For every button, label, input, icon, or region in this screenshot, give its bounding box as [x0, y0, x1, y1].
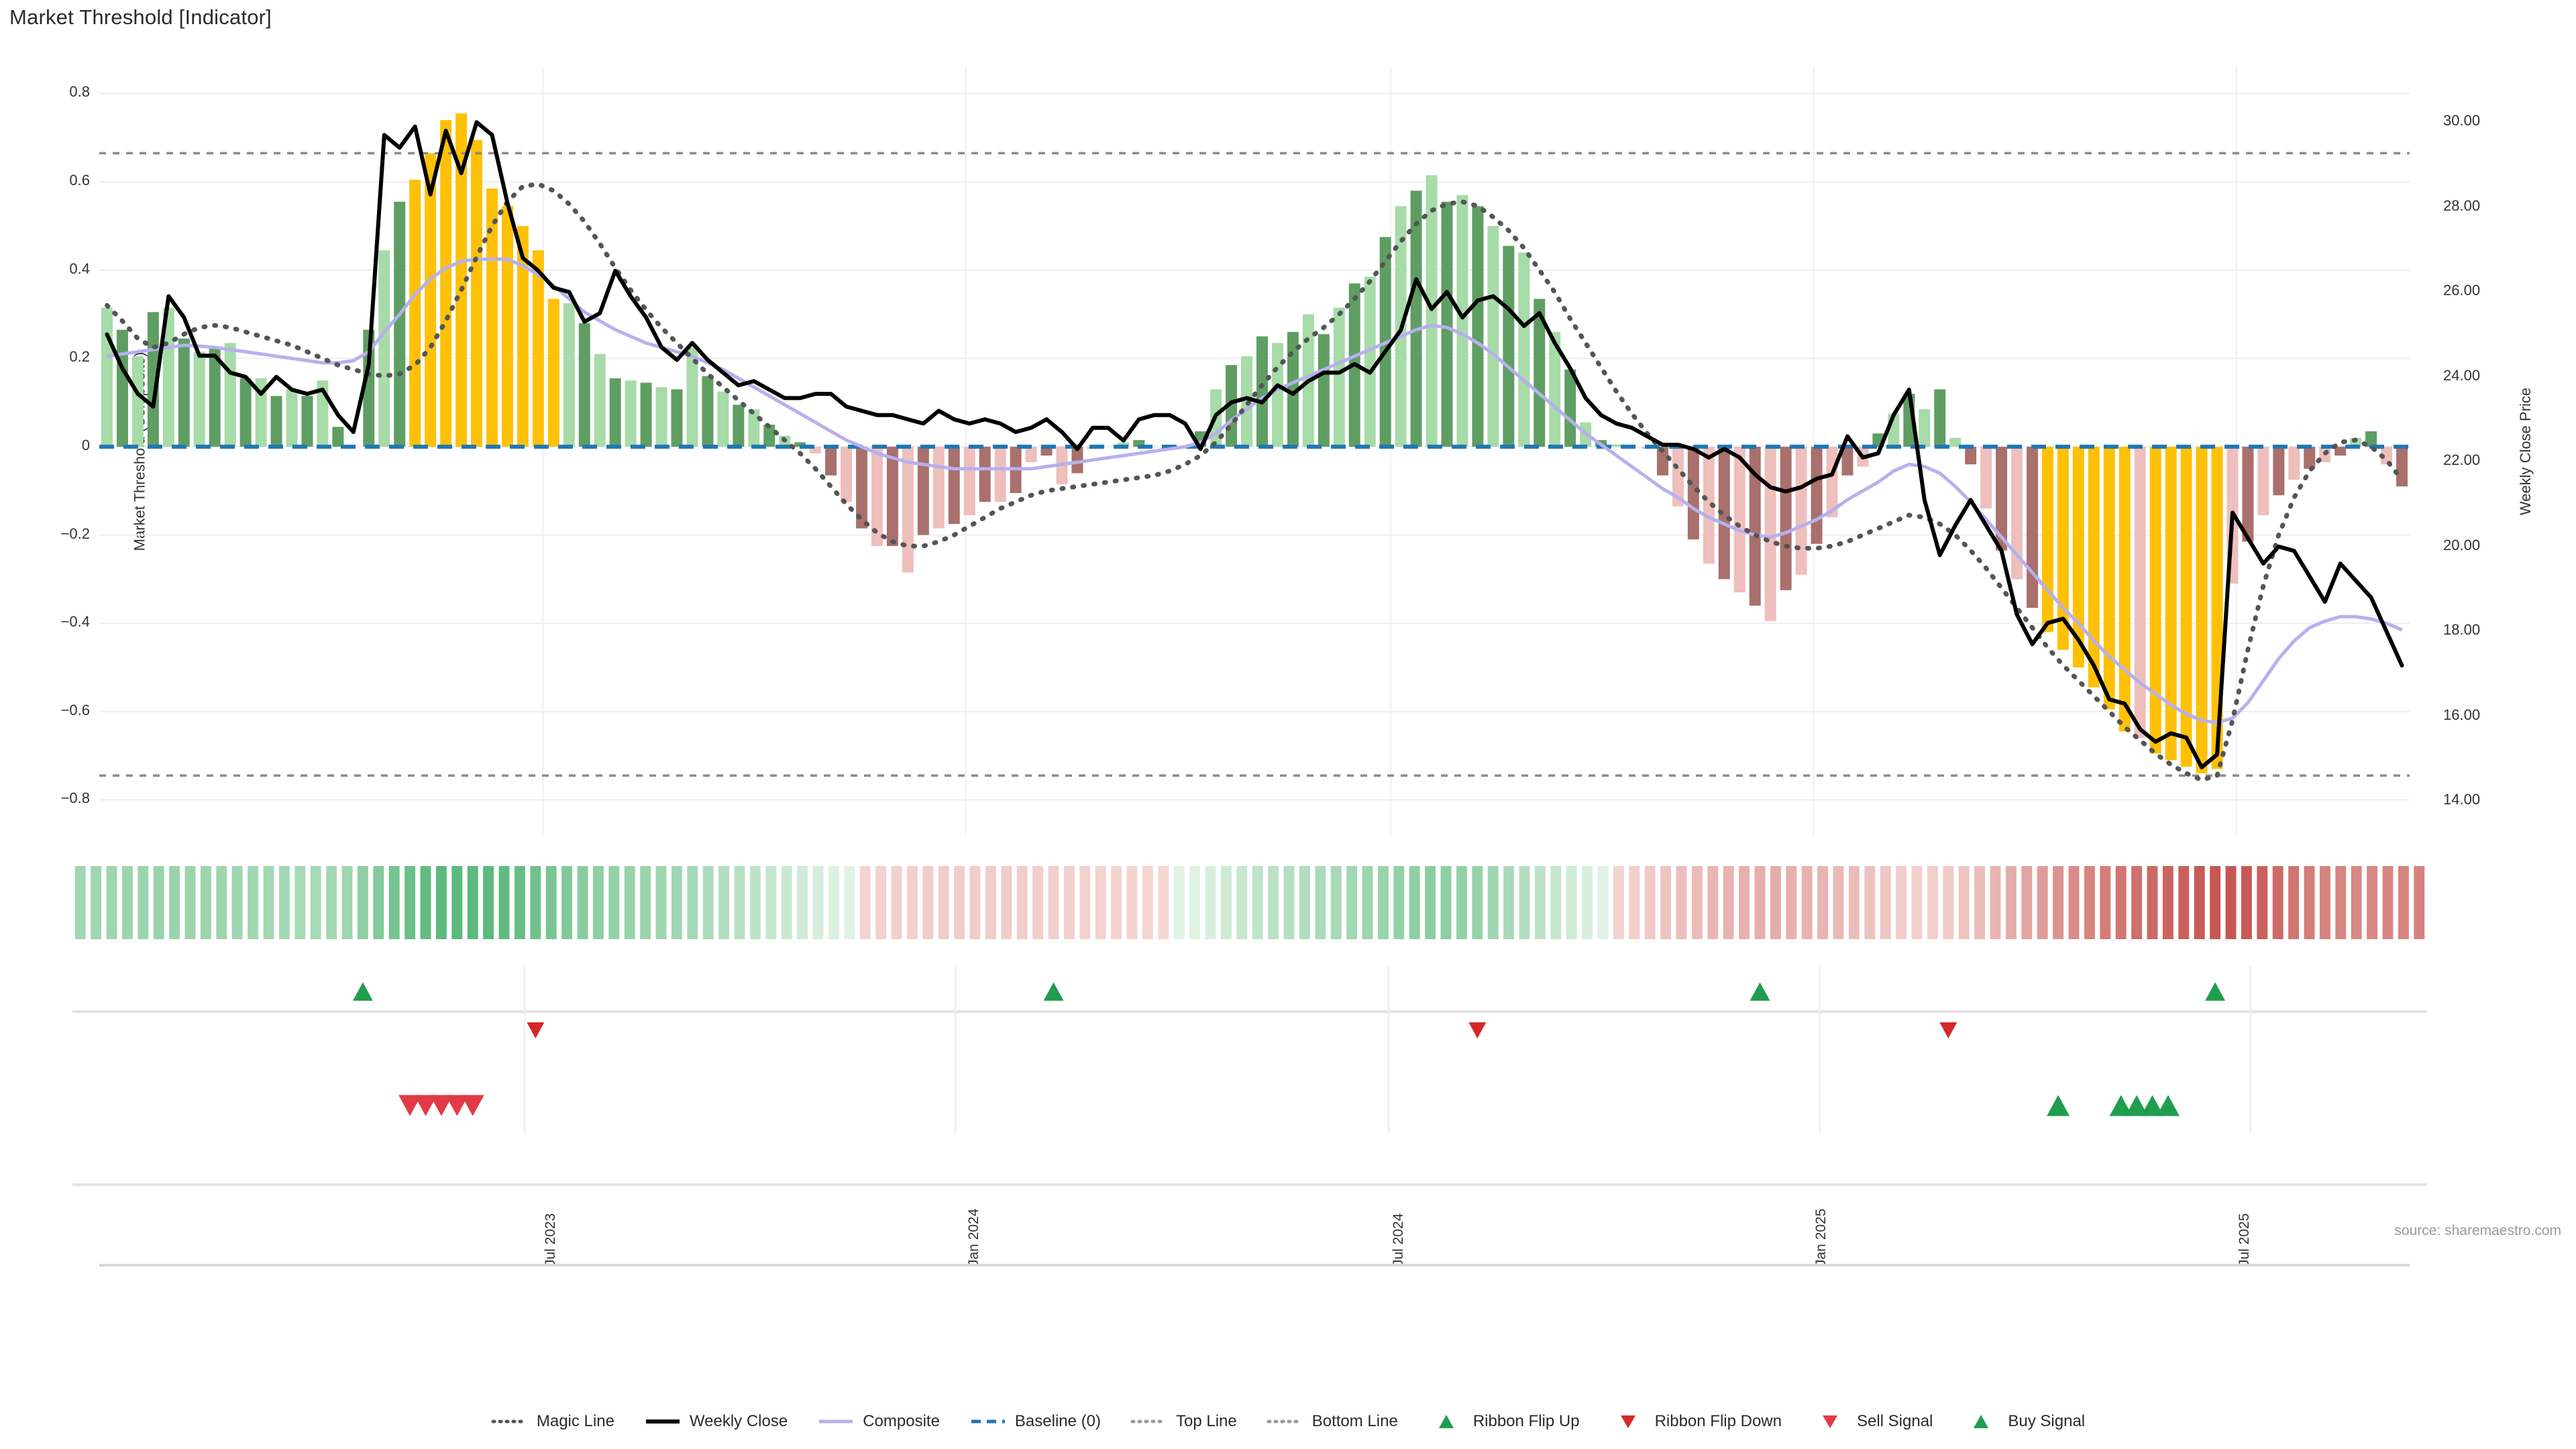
y-axis-right-tick: 18.00: [2443, 621, 2481, 639]
ribbon-flip-down-marker: [1468, 1022, 1487, 1038]
x-axis-tick-label: Jan 2024: [965, 1208, 981, 1267]
page-title: Market Threshold [Indicator]: [9, 5, 272, 29]
y-axis-right-tick: 22.00: [2443, 451, 2481, 469]
x-axis-rule: [99, 1264, 2410, 1267]
y-axis-left-tick: −0.8: [60, 790, 90, 807]
dotted-line-icon: [1130, 1419, 1168, 1424]
main-plot-area: Market Threshold (Composite) Weekly Clos…: [61, 67, 2534, 835]
up-triangle-icon: [1438, 1415, 1454, 1428]
buy-signal-marker: [2047, 1095, 2070, 1116]
dashed-line-icon: [971, 1419, 1005, 1424]
y-axis-right-tick: 28.00: [2443, 197, 2481, 214]
ribbon-svg: [74, 866, 2425, 939]
dotted-line-icon: [1267, 1419, 1304, 1424]
legend-item-label: Composite: [863, 1412, 940, 1430]
ribbon-flip-down-marker: [1939, 1022, 1957, 1038]
legend-item-weekly-close[interactable]: Weekly Close: [644, 1412, 788, 1431]
legend-item-composite[interactable]: Composite: [817, 1412, 940, 1431]
y-axis-left-tick: −0.6: [60, 701, 90, 718]
buy-signal-marker: [2141, 1095, 2164, 1116]
solid-line-icon: [819, 1419, 853, 1424]
down-triangle-icon: [1620, 1415, 1635, 1428]
legend-item-bottom-line[interactable]: Bottom Line: [1267, 1412, 1398, 1431]
markers-svg: [72, 966, 2427, 1186]
legend-item-label: Ribbon Flip Down: [1654, 1412, 1782, 1430]
ribbon-flip-up-marker: [352, 982, 373, 1001]
legend-item-label: Magic Line: [536, 1412, 614, 1430]
sell-signal-marker: [429, 1095, 453, 1116]
legend-item-sell-signal[interactable]: Sell Signal: [1811, 1412, 1933, 1431]
legend: Magic Line Weekly Close Composite Baseline …: [0, 1412, 2576, 1431]
down-triangle-icon: [1822, 1415, 1837, 1428]
ribbon-flip-up-marker: [1750, 982, 1770, 1001]
dotted-line-icon: [491, 1419, 529, 1424]
y-axis-left-tick: 0.2: [69, 348, 90, 366]
legend-item-magic-line[interactable]: Magic Line: [491, 1412, 614, 1431]
legend-item-label: Buy Signal: [2008, 1412, 2086, 1430]
x-axis-tick: Jul 2024: [1391, 1214, 1444, 1283]
x-axis-tick: Jul 2025: [2237, 1214, 2290, 1283]
legend-item-buy-signal[interactable]: Buy Signal: [1962, 1412, 2085, 1431]
y-axis-right-tick: 14.00: [2443, 791, 2481, 808]
y-axis-left-tick: 0.4: [69, 260, 90, 277]
source-note: source: sharemaestro.com: [2394, 1223, 2561, 1238]
x-axis-tick-label: Jul 2025: [2236, 1213, 2252, 1267]
y-axis-left-tick: 0.6: [69, 172, 90, 189]
legend-item-ribbon-flip-down[interactable]: Ribbon Flip Down: [1609, 1412, 1782, 1431]
y-axis-right-tick: 20.00: [2443, 536, 2481, 553]
buy-signal-marker: [2109, 1095, 2133, 1116]
sell-signal-marker: [445, 1095, 469, 1116]
sell-signal-marker: [398, 1095, 422, 1116]
x-axis-tick: Jan 2024: [966, 1209, 1024, 1283]
sell-signal-marker: [414, 1095, 437, 1116]
ribbon-flip-up-marker: [2205, 982, 2226, 1001]
legend-item-label: Baseline (0): [1014, 1412, 1101, 1430]
y-axis-right-tick: 16.00: [2443, 706, 2481, 723]
x-axis-tick: Jul 2023: [543, 1214, 596, 1283]
solid-line-icon: [645, 1419, 680, 1424]
x-axis-tick-label: Jul 2024: [1391, 1213, 1407, 1267]
legend-item-label: Sell Signal: [1856, 1412, 1933, 1430]
y-axis-right-tick: 26.00: [2443, 282, 2481, 299]
legend-item-label: Ribbon Flip Up: [1472, 1412, 1580, 1430]
legend-item-ribbon-flip-up[interactable]: Ribbon Flip Up: [1428, 1412, 1580, 1431]
ribbon-regime-strip: [72, 862, 2427, 939]
x-axis-tick-label: Jan 2025: [1813, 1208, 1829, 1267]
buy-signal-marker: [2125, 1095, 2149, 1116]
x-axis: Jul 2023 Jan 2024 Jul 2024 Jan 2025 Jul 2025: [99, 1209, 2410, 1304]
y-axis-left-tick: 0: [81, 436, 90, 453]
up-triangle-icon: [1974, 1415, 1989, 1428]
legend-item-label: Bottom Line: [1311, 1412, 1398, 1430]
sell-signal-marker: [461, 1095, 484, 1116]
right-axis-label: Weekly Close Price: [2516, 387, 2534, 515]
legend-item-top-line[interactable]: Top Line: [1130, 1412, 1237, 1431]
buy-signal-marker: [2156, 1095, 2180, 1116]
signal-marker-rows: [72, 966, 2427, 1234]
ribbon-flip-down-marker: [527, 1022, 545, 1038]
y-axis-left-tick: −0.4: [60, 613, 90, 631]
plot-svg: [99, 67, 2410, 835]
x-axis-tick: Jan 2025: [1813, 1209, 1871, 1283]
y-axis-right-tick: 24.00: [2443, 366, 2481, 384]
legend-item-label: Top Line: [1175, 1412, 1237, 1430]
y-axis-right-tick: 30.00: [2443, 112, 2481, 129]
legend-item-baseline-0[interactable]: Baseline (0): [969, 1412, 1101, 1431]
ribbon-flip-up-marker: [1043, 982, 1064, 1001]
y-axis-left-tick: 0.8: [69, 83, 90, 101]
legend-item-label: Weekly Close: [689, 1412, 788, 1430]
y-axis-left-tick: −0.2: [60, 525, 90, 542]
x-axis-tick-label: Jul 2023: [543, 1213, 559, 1267]
